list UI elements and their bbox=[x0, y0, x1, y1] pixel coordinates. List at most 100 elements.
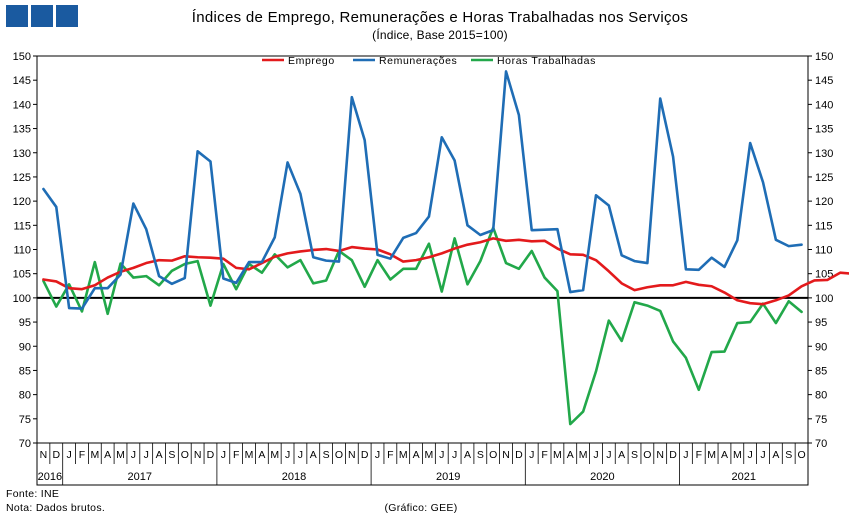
series-line-1 bbox=[42, 70, 803, 310]
y-tick-label-right: 120 bbox=[815, 196, 833, 208]
month-label: J bbox=[375, 449, 380, 461]
month-label: J bbox=[760, 449, 765, 461]
y-tick-label-left: 85 bbox=[19, 365, 31, 377]
month-label: N bbox=[40, 449, 48, 461]
month-label: J bbox=[683, 449, 688, 461]
month-label: D bbox=[207, 449, 215, 461]
year-label: 2019 bbox=[436, 471, 460, 483]
y-tick-label-left: 140 bbox=[13, 99, 31, 111]
y-tick-label-right: 100 bbox=[815, 293, 833, 305]
y-tick-label-left: 95 bbox=[19, 317, 31, 329]
month-label: J bbox=[439, 449, 444, 461]
y-tick-label-left: 90 bbox=[19, 341, 31, 353]
month-label: O bbox=[181, 449, 189, 461]
month-label: J bbox=[285, 449, 290, 461]
month-label: F bbox=[387, 449, 393, 461]
month-label: A bbox=[258, 449, 265, 461]
month-label: F bbox=[233, 449, 239, 461]
month-label: M bbox=[399, 449, 408, 461]
y-tick-label-left: 135 bbox=[13, 124, 31, 136]
month-label: A bbox=[413, 449, 420, 461]
month-label: D bbox=[361, 449, 369, 461]
y-tick-label-right: 140 bbox=[815, 99, 833, 111]
year-label: 2018 bbox=[282, 471, 306, 483]
year-label: 2016 bbox=[38, 471, 62, 483]
chart-title: Índices de Emprego, Remunerações e Horas… bbox=[192, 9, 688, 26]
series-line-2 bbox=[42, 226, 803, 426]
y-tick-label-left: 80 bbox=[19, 390, 31, 402]
y-tick-label-left: 115 bbox=[13, 220, 31, 232]
month-label: O bbox=[797, 449, 805, 461]
chart-subtitle: (Índice, Base 2015=100) bbox=[372, 27, 508, 42]
y-tick-label-left: 125 bbox=[13, 172, 31, 184]
month-label: S bbox=[785, 449, 792, 461]
month-label: N bbox=[502, 449, 510, 461]
month-label: N bbox=[656, 449, 664, 461]
logo bbox=[6, 5, 78, 27]
month-label: O bbox=[489, 449, 497, 461]
y-tick-label-right: 130 bbox=[815, 148, 833, 160]
series-group bbox=[42, 70, 849, 426]
month-label: M bbox=[579, 449, 588, 461]
y-tick-label-left: 130 bbox=[13, 148, 31, 160]
legend: Emprego Remunerações Horas Trabalhadas bbox=[262, 55, 596, 67]
y-tick-label-left: 100 bbox=[13, 293, 31, 305]
month-label: J bbox=[144, 449, 149, 461]
month-label: M bbox=[270, 449, 279, 461]
legend-label: Emprego bbox=[288, 55, 335, 67]
month-label: D bbox=[515, 449, 523, 461]
month-label: M bbox=[733, 449, 742, 461]
y-tick-label-right: 85 bbox=[815, 365, 827, 377]
month-label: J bbox=[67, 449, 72, 461]
month-label: M bbox=[90, 449, 99, 461]
month-label: A bbox=[567, 449, 574, 461]
logo-block-1 bbox=[6, 5, 28, 27]
y-tick-label-right: 135 bbox=[815, 124, 833, 136]
logo-block-2 bbox=[31, 5, 53, 27]
month-label: O bbox=[643, 449, 651, 461]
y-tick-label-right: 145 bbox=[815, 75, 833, 87]
month-label: M bbox=[707, 449, 716, 461]
y-tick-label-right: 80 bbox=[815, 390, 827, 402]
month-label: M bbox=[425, 449, 434, 461]
month-label: M bbox=[116, 449, 125, 461]
month-label: M bbox=[245, 449, 254, 461]
month-label: F bbox=[79, 449, 85, 461]
legend-label: Horas Trabalhadas bbox=[497, 55, 596, 67]
y-tick-label-left: 145 bbox=[13, 75, 31, 87]
month-label: M bbox=[553, 449, 562, 461]
month-label: S bbox=[477, 449, 484, 461]
month-label: J bbox=[221, 449, 226, 461]
y-tick-label-left: 120 bbox=[13, 196, 31, 208]
year-label: 2017 bbox=[128, 471, 152, 483]
source-note: Fonte: INE bbox=[6, 488, 59, 500]
month-label: A bbox=[618, 449, 625, 461]
year-label: 2021 bbox=[732, 471, 756, 483]
y-tick-label-right: 150 bbox=[815, 51, 833, 63]
month-label: A bbox=[156, 449, 163, 461]
year-label: 2020 bbox=[590, 471, 614, 483]
y-tick-label-right: 75 bbox=[815, 414, 827, 426]
y-axis-left: 70 75 80 85 90 95 100 105 110 115 120 125 130 135 140 1… bbox=[13, 51, 37, 450]
legend-label: Remunerações bbox=[379, 55, 457, 67]
month-label: J bbox=[748, 449, 753, 461]
y-tick-label-right: 90 bbox=[815, 341, 827, 353]
y-tick-label-right: 115 bbox=[815, 220, 833, 232]
month-label: J bbox=[452, 449, 457, 461]
month-label: A bbox=[310, 449, 317, 461]
credit-note: (Gráfico: GEE) bbox=[384, 502, 457, 514]
month-label: N bbox=[348, 449, 356, 461]
month-label: O bbox=[335, 449, 343, 461]
month-label: S bbox=[168, 449, 175, 461]
y-tick-label-left: 110 bbox=[13, 245, 31, 257]
y-tick-label-left: 105 bbox=[13, 269, 31, 281]
month-label: A bbox=[464, 449, 471, 461]
month-label: S bbox=[323, 449, 330, 461]
month-label: F bbox=[696, 449, 702, 461]
y-axis-right: 7075808590951001051101151201251301351401… bbox=[808, 51, 833, 450]
month-label: J bbox=[593, 449, 598, 461]
month-label: A bbox=[721, 449, 728, 461]
